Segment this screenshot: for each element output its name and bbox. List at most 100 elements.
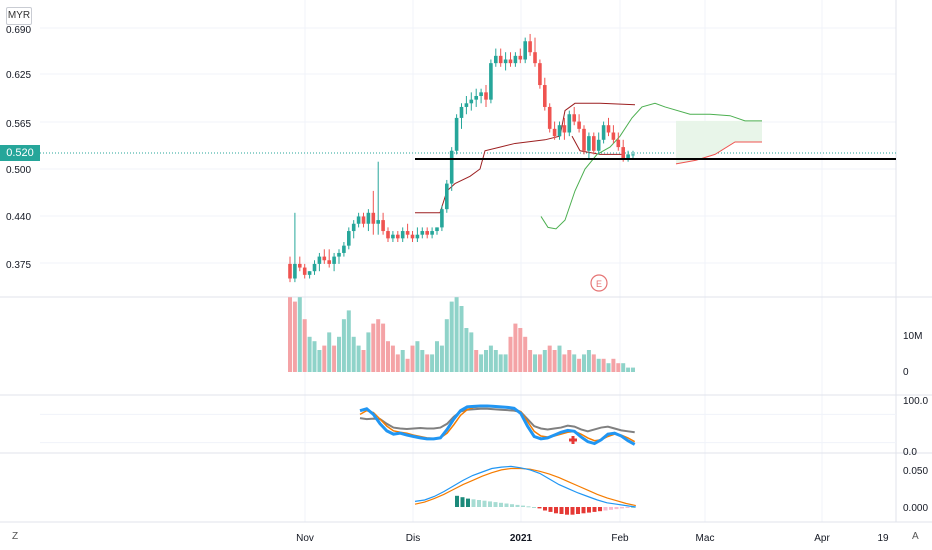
price-tick-label: 0.375 bbox=[6, 260, 31, 271]
volume-bar bbox=[537, 354, 542, 372]
stochastic-d-line bbox=[359, 406, 636, 443]
macd-histogram-bar bbox=[609, 507, 613, 510]
stochastic-axis: 100.0 0.0 bbox=[903, 396, 928, 458]
price-tick-label: 0.565 bbox=[6, 119, 31, 130]
macd-pane bbox=[414, 465, 636, 515]
candle-body bbox=[391, 234, 395, 239]
candle-body bbox=[342, 245, 346, 253]
volume-bar bbox=[577, 358, 582, 372]
candle-body bbox=[474, 96, 478, 100]
volume-bar bbox=[351, 336, 356, 372]
volume-bar bbox=[386, 341, 390, 372]
volume-bar bbox=[552, 350, 557, 372]
macd-histogram-bar bbox=[565, 507, 569, 515]
candle-body bbox=[322, 256, 327, 261]
candle-body bbox=[518, 55, 523, 60]
candle-body bbox=[396, 234, 400, 239]
macd-histogram-bar bbox=[521, 505, 525, 507]
volume-bar bbox=[606, 363, 611, 372]
candle-body bbox=[552, 128, 557, 137]
volume-bar bbox=[430, 354, 435, 372]
candle-body bbox=[572, 114, 576, 122]
volume-bar bbox=[444, 319, 449, 372]
candle-body bbox=[445, 183, 449, 210]
candle-body bbox=[577, 121, 581, 129]
volume-bar bbox=[557, 345, 562, 372]
candle-body bbox=[601, 125, 606, 140]
stochastic-k-line bbox=[359, 404, 636, 446]
volume-bar bbox=[288, 297, 292, 372]
time-tick-label: 2021 bbox=[510, 533, 533, 544]
volume-bar bbox=[346, 310, 351, 372]
volume-bar bbox=[488, 345, 493, 372]
volume-bar bbox=[493, 350, 498, 372]
volume-bar bbox=[390, 345, 395, 372]
candle-body bbox=[351, 223, 356, 232]
macd-histogram-bar bbox=[515, 504, 520, 507]
volume-bar bbox=[484, 350, 488, 372]
time-tick-label: 19 bbox=[877, 533, 889, 544]
macd-signal-line bbox=[414, 467, 636, 507]
price-tick-label: 0.690 bbox=[6, 25, 31, 36]
volume-bar bbox=[572, 354, 577, 372]
candle-body bbox=[298, 263, 302, 268]
volume-bar bbox=[435, 341, 439, 372]
volume-bar bbox=[341, 319, 346, 372]
volume-bar bbox=[523, 336, 528, 372]
macd-histogram-bar bbox=[510, 504, 514, 507]
candle-body bbox=[381, 220, 385, 232]
macd-histogram-bar bbox=[554, 507, 558, 514]
volume-tick-label: 10M bbox=[903, 331, 922, 342]
candle-body bbox=[596, 139, 601, 151]
candle-body bbox=[454, 117, 459, 151]
macd-histogram-bar bbox=[570, 507, 575, 515]
volume-bar bbox=[459, 306, 464, 372]
stochastic-grey-line bbox=[359, 407, 635, 434]
macd-histogram-bar bbox=[537, 507, 542, 509]
candle-body bbox=[288, 263, 292, 279]
volume-bar bbox=[498, 354, 503, 372]
stochastic-tick-label: 0.0 bbox=[903, 447, 917, 458]
candle-body bbox=[415, 234, 420, 239]
currency-button[interactable]: MYR bbox=[6, 7, 32, 25]
volume-bar bbox=[317, 350, 322, 372]
macd-histogram-bar bbox=[598, 507, 602, 512]
grid-lines bbox=[40, 0, 896, 522]
macd-histogram-bar bbox=[614, 507, 619, 510]
volume-bar bbox=[327, 332, 332, 372]
macd-histogram-bar bbox=[493, 502, 498, 507]
volume-series bbox=[288, 297, 635, 372]
price-tick-label: 0.500 bbox=[6, 165, 31, 176]
auto-scale-toggle[interactable]: A bbox=[912, 531, 919, 542]
candle-body bbox=[361, 216, 366, 224]
candle-body bbox=[592, 136, 596, 151]
candle-body bbox=[337, 252, 341, 257]
candle-body bbox=[538, 63, 542, 86]
volume-bar bbox=[601, 358, 606, 372]
candle-body bbox=[317, 256, 322, 264]
candle-body bbox=[435, 227, 439, 232]
macd-histogram-bar bbox=[559, 507, 564, 514]
volume-bar bbox=[420, 350, 425, 372]
candle-body bbox=[371, 212, 376, 224]
last-price-badge: 0.520 bbox=[0, 145, 40, 161]
volume-bar bbox=[469, 332, 474, 372]
macd-histogram-bar bbox=[482, 500, 487, 507]
macd-histogram-bar bbox=[592, 507, 597, 512]
candle-body bbox=[626, 154, 630, 159]
candle-body bbox=[543, 85, 547, 107]
volume-bar bbox=[591, 354, 596, 372]
earnings-marker[interactable]: E bbox=[590, 274, 608, 292]
volume-bar bbox=[405, 358, 410, 372]
candle-body bbox=[479, 92, 483, 96]
volume-bar bbox=[528, 350, 533, 372]
candle-body bbox=[400, 231, 405, 239]
volume-bar bbox=[415, 341, 420, 372]
earnings-marker-label: E bbox=[596, 279, 602, 289]
volume-bar bbox=[508, 336, 513, 372]
candle-body bbox=[302, 267, 307, 275]
timezone-toggle[interactable]: Z bbox=[12, 531, 19, 542]
volume-bar bbox=[312, 341, 317, 372]
macd-histogram-bar bbox=[576, 507, 580, 514]
